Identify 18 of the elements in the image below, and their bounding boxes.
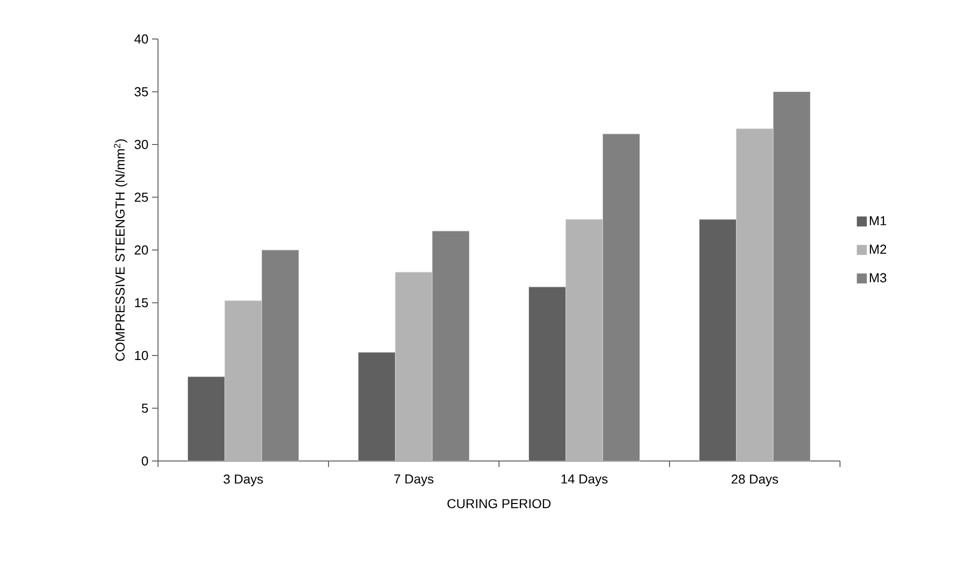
y-tick-label: 35 [134, 87, 148, 96]
x-tick-label: 28 Days [732, 474, 778, 486]
x-tick-label: 3 Days [224, 474, 263, 486]
y-tick-label: 20 [134, 245, 148, 255]
y-axis-title: COMPRESSIVE STEENGTH (N/mm$^{2}$) [114, 139, 128, 361]
legend-label: M1 [870, 216, 886, 226]
y-tick-label: 40 [134, 34, 148, 44]
legend-label: M3 [870, 273, 886, 282]
x-axis-title: CURING PERIOD [447, 499, 551, 508]
y-tick-label: 5 [142, 404, 148, 413]
y-tick-label: 30 [134, 140, 148, 150]
x-tick-label: 14 Days [561, 474, 608, 486]
y-tick-label: 25 [134, 192, 148, 202]
legend-label: M2 [870, 244, 886, 254]
y-tick-label: 0 [142, 456, 148, 466]
x-tick-label: 7 Days [394, 474, 434, 486]
y-tick-label: 10 [135, 350, 148, 360]
y-tick-label: 15 [135, 298, 148, 308]
